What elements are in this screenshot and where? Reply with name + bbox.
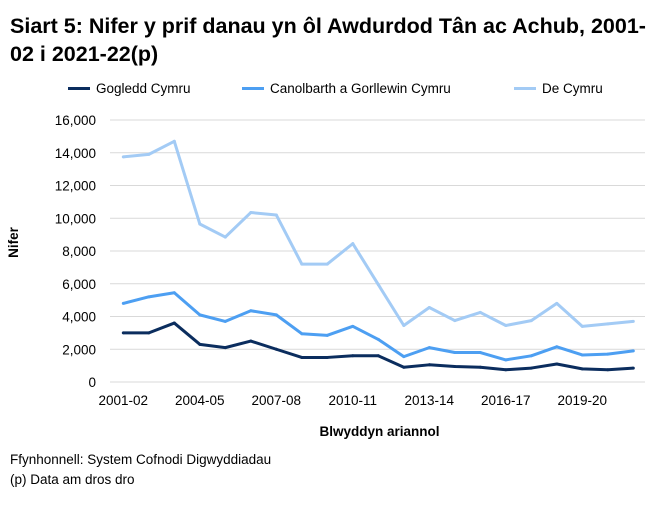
data-point [529, 319, 533, 323]
x-axis-title: Blwyddyn ariannol [319, 424, 440, 439]
data-point [427, 346, 431, 350]
x-tick-label: 2016-17 [481, 393, 531, 408]
data-point [249, 339, 253, 343]
data-point [529, 366, 533, 370]
series-line-2 [123, 139, 634, 328]
data-point [351, 354, 355, 358]
data-point [147, 295, 151, 299]
y-axis-title: Nifer [5, 227, 21, 258]
y-tick-label: 4,000 [62, 310, 96, 325]
data-point [223, 235, 227, 239]
data-point [453, 351, 457, 355]
data-point [300, 332, 304, 336]
data-point [376, 354, 380, 358]
data-point [325, 355, 329, 359]
legend-label: Canolbarth a Gorllewin Cymru [270, 81, 451, 96]
data-point [402, 324, 406, 328]
data-point [351, 324, 355, 328]
legend-label: Gogledd Cymru [96, 81, 191, 96]
data-point [631, 319, 635, 323]
data-point [376, 283, 380, 287]
data-point [453, 364, 457, 368]
data-point [351, 242, 355, 246]
y-tick-label: 2,000 [62, 342, 96, 357]
legend-swatch [514, 87, 536, 90]
legend-swatch [68, 87, 90, 90]
x-tick-label: 2007-08 [252, 393, 302, 408]
data-point [249, 309, 253, 313]
data-point [300, 355, 304, 359]
data-point [274, 347, 278, 351]
y-tick-label: 16,000 [55, 113, 96, 128]
data-point [223, 346, 227, 350]
data-point [376, 337, 380, 341]
data-point [249, 211, 253, 215]
data-point [402, 365, 406, 369]
data-point [580, 367, 584, 371]
data-point [504, 324, 508, 328]
data-point [172, 291, 176, 295]
data-point [555, 345, 559, 349]
data-point [198, 222, 202, 226]
legend-label: De Cymru [542, 81, 603, 96]
data-point [580, 353, 584, 357]
x-tick-label: 2001-02 [99, 393, 149, 408]
data-point [121, 331, 125, 335]
data-point [147, 152, 151, 156]
x-tick-label: 2013-14 [405, 393, 455, 408]
data-point [198, 342, 202, 346]
x-tick-label: 2010-11 [329, 393, 378, 408]
data-point [198, 313, 202, 317]
data-point [529, 354, 533, 358]
y-tick-label: 10,000 [55, 211, 96, 226]
chart-title: Siart 5: Nifer y prif danau yn ôl Awdurd… [10, 14, 646, 66]
legend-item-de: De Cymru [514, 81, 603, 96]
provisional-note: (p) Data am dros dro [10, 472, 135, 487]
data-point [606, 368, 610, 372]
data-point [325, 333, 329, 337]
data-point [427, 305, 431, 309]
y-tick-label: 14,000 [55, 146, 96, 161]
data-point [121, 301, 125, 305]
y-tick-label: 8,000 [62, 244, 96, 259]
data-point [478, 365, 482, 369]
data-point [478, 310, 482, 314]
data-point [223, 319, 227, 323]
legend-item-gogledd: Gogledd Cymru [68, 81, 191, 96]
data-point [606, 352, 610, 356]
y-tick-label: 0 [88, 375, 96, 390]
x-tick-label: 2004-05 [175, 393, 225, 408]
data-point [274, 213, 278, 217]
data-point [402, 355, 406, 359]
legend-item-canolbarth: Canolbarth a Gorllewin Cymru [242, 81, 451, 96]
y-tick-label: 12,000 [55, 179, 96, 194]
x-tick-label: 2019-20 [558, 393, 608, 408]
data-point [453, 319, 457, 323]
y-tick-label: 6,000 [62, 277, 96, 292]
data-point [504, 368, 508, 372]
source-note: Ffynhonnell: System Cofnodi Digwyddiadau [10, 452, 272, 467]
data-point [606, 322, 610, 326]
data-point [580, 324, 584, 328]
data-point [555, 362, 559, 366]
data-point [631, 366, 635, 370]
data-point [121, 155, 125, 159]
data-point [172, 139, 176, 143]
data-point [300, 262, 304, 266]
data-point [172, 321, 176, 325]
data-point [427, 363, 431, 367]
data-point [147, 331, 151, 335]
legend: Gogledd Cymru Canolbarth a Gorllewin Cym… [0, 81, 669, 101]
data-point [478, 351, 482, 355]
data-point [325, 262, 329, 266]
data-point [555, 301, 559, 305]
data-point [504, 358, 508, 362]
legend-swatch [242, 87, 264, 90]
data-point [274, 313, 278, 317]
data-point [631, 349, 635, 353]
